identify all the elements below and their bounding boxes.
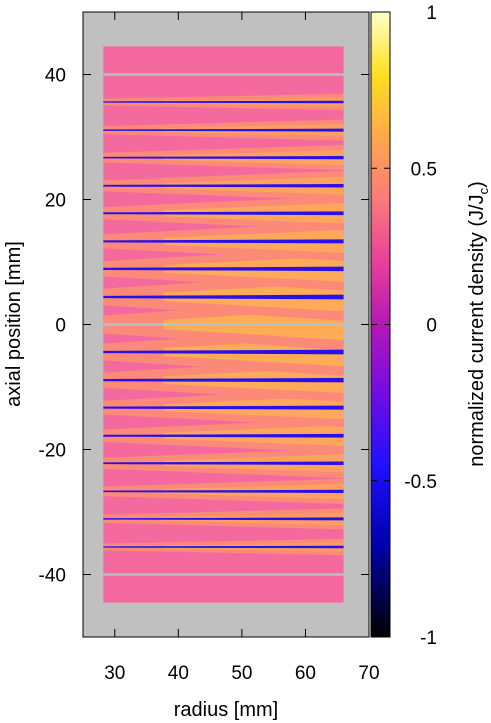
negative-current-line: [103, 433, 344, 438]
negative-current-line: [103, 461, 344, 465]
colorbar-tick-label: 0: [426, 316, 437, 337]
colorbar-title-subscript: c: [476, 187, 491, 194]
negative-current-line: [103, 100, 344, 104]
y-tick-label: 40: [45, 66, 66, 87]
colorbar-tick-label: -0.5: [404, 472, 437, 493]
x-axis: 30 40 50 60 70: [104, 12, 380, 684]
x-tick-label: 30: [104, 663, 125, 684]
colorbar-tick-label: 0.5: [411, 159, 437, 180]
y-axis: 40 20 0 -20 -40: [39, 66, 369, 587]
colorbar-title: normalized current density (J/Jc): [466, 181, 491, 467]
colorbar-title-close: ): [466, 181, 488, 188]
negative-current-line: [103, 239, 344, 244]
negative-current-line: [103, 545, 344, 549]
negative-current-line: [103, 184, 344, 188]
negative-current-line: [103, 128, 344, 132]
x-tick-label: 60: [295, 663, 316, 684]
x-axis-title: radius [mm]: [174, 699, 278, 721]
coil-current-density-map: [103, 46, 344, 603]
colorbar-tick-label: 1: [426, 3, 437, 24]
colorbar-axis: 1 0.5 0 -0.5 -1: [371, 3, 437, 649]
y-tick-label: -40: [39, 566, 66, 587]
y-tick-label: 20: [45, 191, 66, 212]
y-axis-title: axial position [mm]: [3, 241, 25, 407]
colorbar-tick-label: -1: [420, 628, 437, 649]
negative-current-line: [103, 349, 344, 355]
negative-current-line: [103, 405, 344, 410]
y-tick-label: 0: [55, 316, 66, 337]
negative-current-line: [103, 377, 344, 383]
negative-current-line: [103, 266, 344, 272]
negative-current-line: [103, 211, 344, 216]
x-tick-label: 50: [231, 663, 252, 684]
x-tick-label: 70: [358, 663, 379, 684]
colorbar-title-main: normalized current density (J/J: [466, 194, 488, 466]
negative-current-line: [103, 156, 344, 160]
y-tick-label: -20: [39, 441, 66, 462]
x-tick-label: 40: [168, 663, 189, 684]
negative-current-line: [103, 517, 344, 521]
negative-current-line: [103, 294, 344, 300]
negative-current-line: [103, 489, 344, 493]
